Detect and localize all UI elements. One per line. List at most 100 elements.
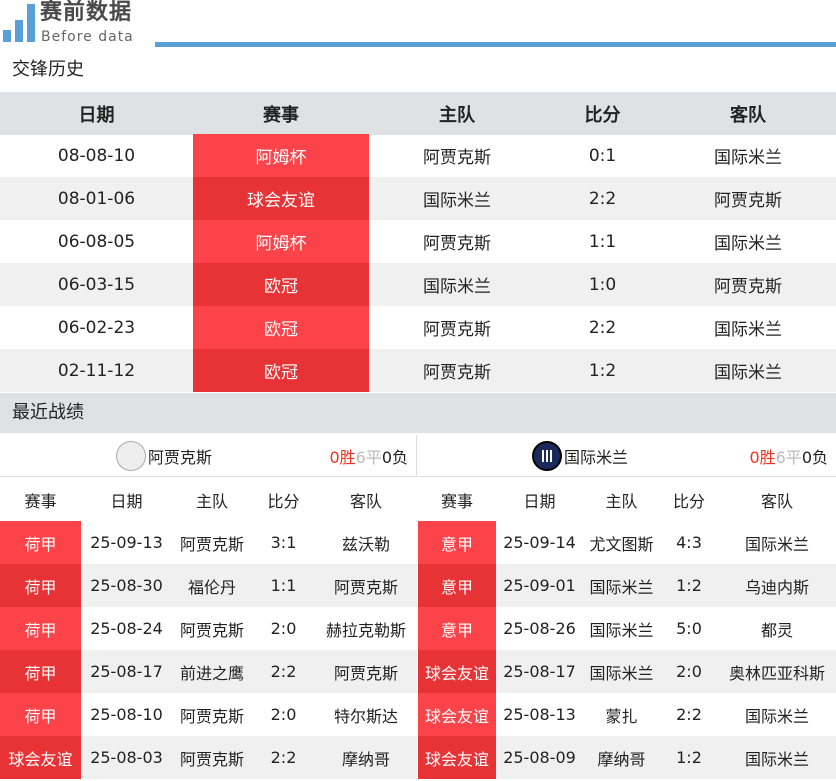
h2h-row-cell: 阿贾克斯 [714, 191, 782, 211]
recent-row-left-cell: 特尔斯达 [333, 706, 398, 726]
recent-row-right: 意甲 25-08-26 国际米兰 5:0 都灵 [418, 607, 836, 650]
h2h-row-cell: 阿贾克斯 [423, 320, 491, 340]
recent-row-left: 荷甲 25-08-30 福伦丹 1:1 阿贾克斯 [0, 564, 417, 607]
recent-row-right-cell: 国际米兰 [589, 663, 654, 683]
recent-row-left-cell: 3:1 [270, 533, 297, 552]
h2h-row-cell: 国际米兰 [714, 234, 782, 254]
recent-row-right-cell: 1:2 [676, 576, 702, 595]
recent-header-right: 赛事 日期 主队 比分 客队 [418, 478, 836, 521]
recent-row-right-cell: 奥林匹亚科斯 [728, 663, 825, 683]
recent-row-left-cell: 1:1 [270, 576, 297, 595]
recent-row-left: 荷甲 25-08-10 阿贾克斯 2:0 特尔斯达 [0, 693, 417, 736]
h2h-row-cell: 08-08-10 [57, 145, 136, 166]
recent-header-left-cell: 日期 [110, 491, 143, 511]
recent-row-right-cell: 25-08-26 [503, 619, 576, 638]
recent-title: 最近战绩 [0, 393, 836, 433]
h2h-row-cell: 06-02-23 [57, 317, 136, 338]
recent-row-left-cell: 阿贾克斯 [179, 534, 244, 554]
recent-row-right-cell: 2:0 [676, 662, 702, 681]
recent-row-right-cell: 国际米兰 [744, 706, 809, 726]
recent-row-right-cell: 1:2 [676, 748, 702, 767]
recent-header-right-cell: 日期 [523, 491, 556, 511]
h2h-row: 08-01-06 球会友谊 国际米兰 2:2 阿贾克斯 [0, 177, 836, 220]
recent-row-left: 荷甲 25-08-24 阿贾克斯 2:0 赫拉克勒斯 [0, 607, 417, 650]
record: 0胜6平0负 [749, 447, 828, 467]
recent-row-right-cell: 国际米兰 [744, 749, 809, 769]
recent-header-right-cell: 比分 [672, 491, 705, 511]
h2h-row-cell: 06-08-05 [57, 231, 136, 252]
h2h-row: 08-08-10 阿姆杯 阿贾克斯 0:1 国际米兰 [0, 134, 836, 177]
h2h-row-cell: 阿贾克斯 [423, 148, 491, 168]
recent-row-right-cell: 25-08-09 [503, 748, 576, 767]
recent-row-left-cell: 2:2 [270, 748, 297, 767]
recent-row-left-cell: 兹沃勒 [341, 534, 390, 554]
recent-row-left-cell: 摩纳哥 [341, 749, 390, 769]
logo-title: 赛前数据 [40, 0, 133, 25]
recent-header-left-cell: 赛事 [24, 491, 57, 511]
recent-row-right: 意甲 25-09-01 国际米兰 1:2 乌迪内斯 [418, 564, 836, 607]
recent-row-left-cell: 阿贾克斯 [333, 577, 398, 597]
h2h-header-cell: 比分 [584, 104, 621, 126]
recent-row-right-cell: 球会友谊 [418, 736, 496, 779]
recent-row-right-cell: 2:2 [676, 705, 702, 724]
h2h-header: 日期 赛事 主队 比分 客队 [0, 92, 836, 135]
record: 0胜6平0负 [329, 447, 408, 467]
recent-row-left-cell: 25-08-17 [90, 662, 163, 681]
recent-row-left-cell: 2:2 [270, 662, 297, 681]
h2h-row-cell: 02-11-12 [57, 360, 136, 381]
h2h-header-cell: 日期 [78, 104, 115, 126]
h2h-row-cell: 国际米兰 [714, 320, 782, 340]
h2h-row-cell: 球会友谊 [193, 177, 369, 220]
recent-row-left-cell: 25-08-30 [90, 576, 163, 595]
h2h-row-cell: 2:2 [588, 317, 617, 338]
recent-header-left-cell: 比分 [267, 491, 300, 511]
recent-row-left-cell: 荷甲 [0, 607, 81, 650]
recent-row-left-cell: 25-09-13 [90, 533, 163, 552]
recent-header-left: 赛事 日期 主队 比分 客队 [0, 478, 417, 521]
h2h-row-cell: 欧冠 [193, 263, 369, 306]
h2h-row-cell: 欧冠 [193, 306, 369, 349]
recent-header-left-cell: 主队 [195, 491, 228, 511]
recent-row-right-cell: 国际米兰 [744, 534, 809, 554]
recent-row-right: 球会友谊 25-08-09 摩纳哥 1:2 国际米兰 [418, 736, 836, 779]
team-name: 阿贾克斯 [148, 447, 213, 467]
recent-row-right-cell: 尤文图斯 [589, 534, 654, 554]
divider [155, 42, 836, 47]
recent-row-right-cell: 5:0 [676, 619, 702, 638]
recent-row-right-cell: 都灵 [760, 620, 793, 640]
recent-row-left-cell: 2:0 [270, 619, 297, 638]
h2h-header-cell: 客队 [730, 104, 766, 126]
h2h-row-cell: 阿姆杯 [193, 220, 369, 263]
recent-header-right-cell: 客队 [760, 491, 793, 511]
logo-subtitle: Before data [41, 29, 134, 45]
recent-row-left: 荷甲 25-09-13 阿贾克斯 3:1 兹沃勒 [0, 521, 417, 564]
recent-row-left-cell: 赫拉克勒斯 [325, 620, 406, 640]
h2h-row: 06-03-15 欧冠 国际米兰 1:0 阿贾克斯 [0, 263, 836, 306]
team-name: 国际米兰 [564, 447, 629, 467]
recent-row-right: 意甲 25-09-14 尤文图斯 4:3 国际米兰 [418, 521, 836, 564]
h2h-row: 06-08-05 阿姆杯 阿贾克斯 1:1 国际米兰 [0, 220, 836, 263]
h2h-row-cell: 欧冠 [193, 349, 369, 392]
h2h-row-cell: 1:1 [588, 231, 617, 252]
h2h-header-cell: 赛事 [263, 104, 299, 126]
h2h-row-cell: 国际米兰 [423, 277, 491, 297]
recent-row-left: 荷甲 25-08-17 前进之鹰 2:2 阿贾克斯 [0, 650, 417, 693]
recent-row-right-cell: 25-09-01 [503, 576, 576, 595]
recent-header-right-cell: 主队 [605, 491, 638, 511]
recent-row-left-cell: 荷甲 [0, 693, 81, 736]
team-header-left: 阿贾克斯 0胜6平0负 [0, 435, 417, 477]
h2h-row-cell: 国际米兰 [714, 148, 782, 168]
h2h-header-cell: 主队 [439, 104, 475, 126]
recent-row-right-cell: 25-08-17 [503, 662, 576, 681]
recent-row-right-cell: 国际米兰 [589, 577, 654, 597]
recent-row-left-cell: 球会友谊 [0, 736, 81, 779]
recent-row-right: 球会友谊 25-08-17 国际米兰 2:0 奥林匹亚科斯 [418, 650, 836, 693]
h2h-row: 02-11-12 欧冠 阿贾克斯 1:2 国际米兰 [0, 349, 836, 392]
recent-row-left-cell: 阿贾克斯 [179, 749, 244, 769]
h2h-row-cell: 08-01-06 [57, 188, 136, 209]
recent-row-left-cell: 福伦丹 [187, 577, 236, 597]
recent-row-left-cell: 阿贾克斯 [179, 620, 244, 640]
recent-row-right-cell: 摩纳哥 [597, 749, 646, 769]
recent-row-left: 球会友谊 25-08-03 阿贾克斯 2:2 摩纳哥 [0, 736, 417, 779]
recent-row-left-cell: 阿贾克斯 [333, 663, 398, 683]
